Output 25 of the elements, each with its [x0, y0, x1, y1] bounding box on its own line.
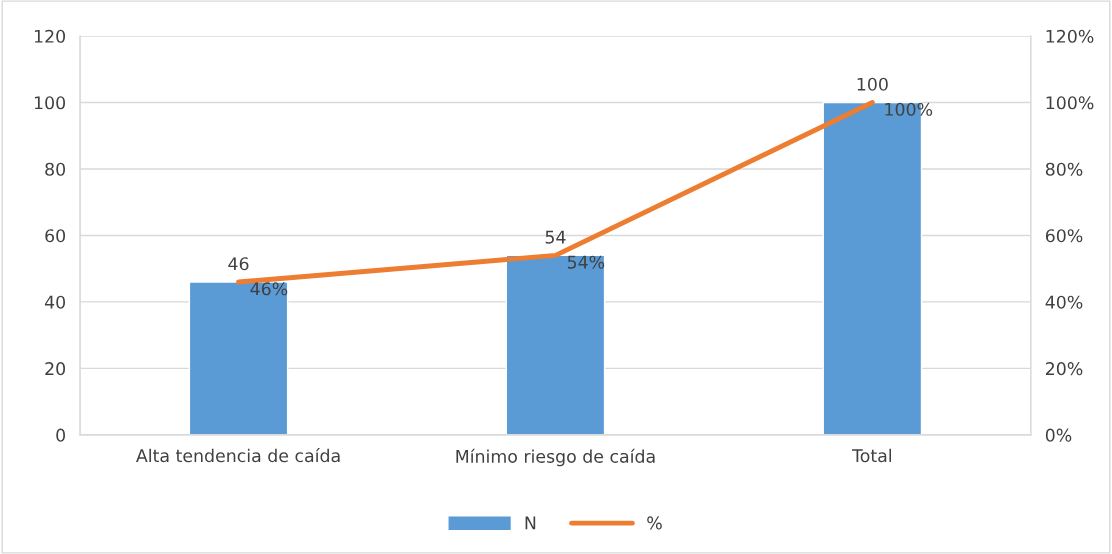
y2-tick-label: 40% — [1045, 295, 1083, 309]
y2-tick-label: 80% — [1045, 162, 1083, 176]
legend-label: % — [647, 516, 662, 530]
y-tick-label: 0 — [56, 428, 66, 442]
y2-tick-label: 120% — [1046, 29, 1094, 43]
bar — [188, 281, 289, 435]
y-tick-label: 80 — [45, 162, 66, 176]
y-tick-label: 120 — [34, 29, 66, 43]
y2-tick-label: 20% — [1045, 362, 1083, 376]
data-label: 100 — [857, 77, 888, 91]
x-tick-label: Mínimo riesgo de caída — [456, 448, 655, 467]
bar — [505, 254, 606, 435]
y-tick-label: 40 — [44, 295, 66, 309]
x-tick-label: Alta tendencia de caída — [136, 448, 340, 463]
x-tick-label: Total — [852, 448, 892, 463]
y2-tick-label: 100% — [1046, 96, 1094, 110]
y2-tick-label: 0% — [1045, 428, 1072, 442]
data-label: 54% — [567, 255, 605, 269]
legend-label: N — [525, 516, 536, 530]
y-tick-label: 60 — [45, 229, 66, 243]
y-tick-label: 100 — [34, 96, 66, 110]
data-label: 46 — [228, 257, 249, 271]
data-label: 54 — [545, 230, 566, 244]
y-tick-label: 20 — [45, 362, 66, 376]
y2-tick-label: 60% — [1045, 229, 1083, 243]
